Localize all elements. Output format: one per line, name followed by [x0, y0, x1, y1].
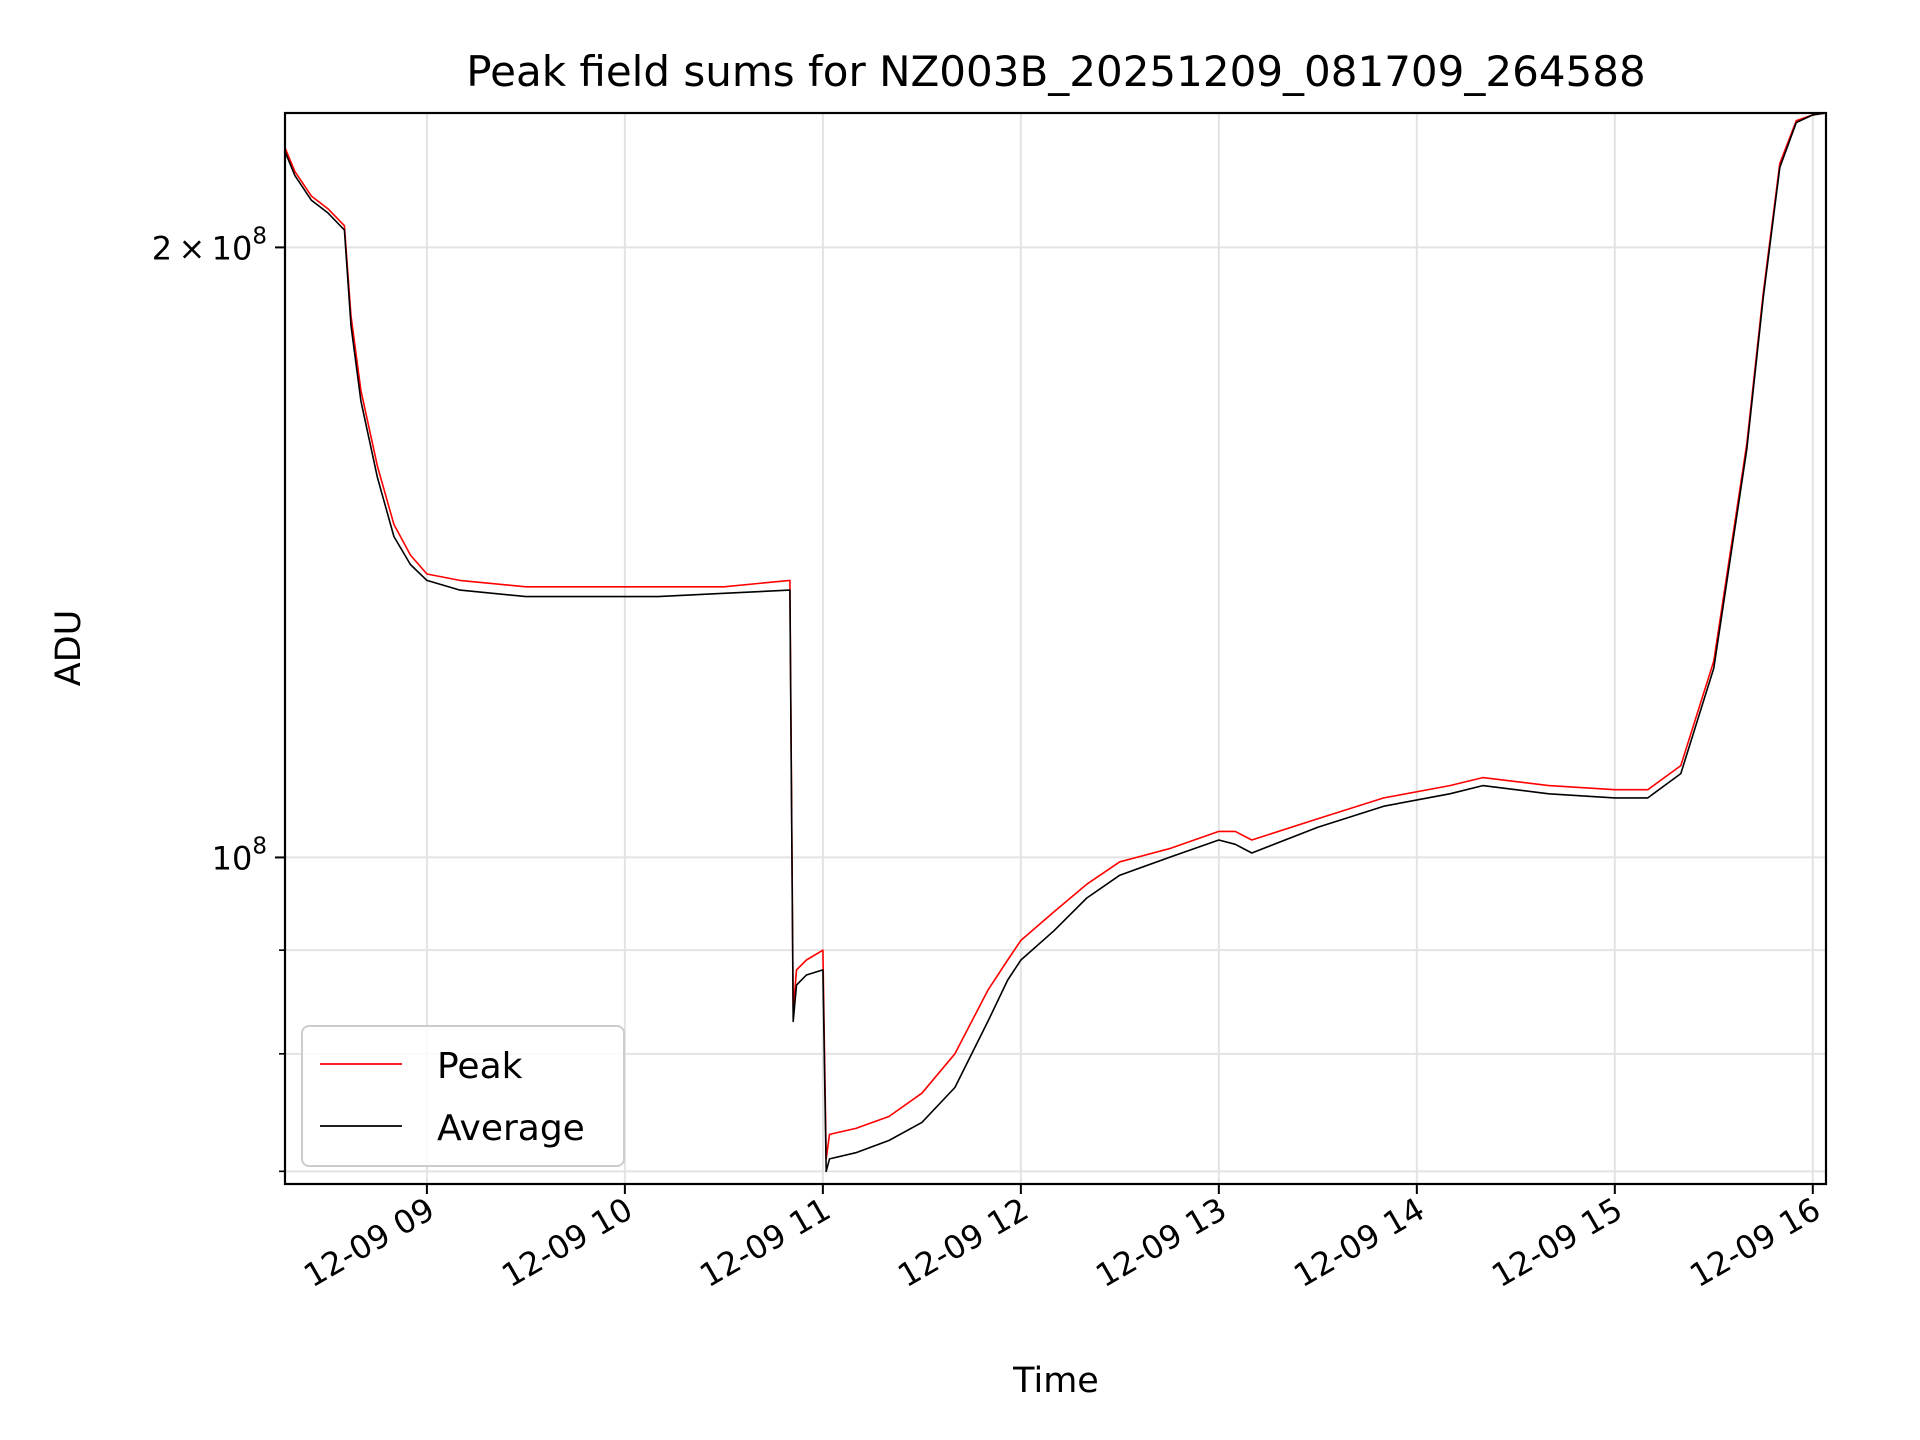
- y-tick-times: ×: [172, 229, 212, 267]
- x-axis: 12-09 09 12-09 10 12-09 11 12-09 12 12-09 13…: [297, 1184, 1827, 1295]
- legend: Peak Average: [301, 1025, 625, 1167]
- x-tick-label: 12-09 15: [1485, 1190, 1629, 1295]
- y-tick-label: 2 × 108: [152, 223, 267, 267]
- legend-label-peak: Peak: [437, 1046, 523, 1087]
- y-tick-mantissa: 2: [152, 229, 172, 267]
- plot-area: [284, 112, 1827, 1173]
- plot-frame: [283, 111, 1828, 1186]
- legend-label-average: Average: [437, 1108, 585, 1149]
- grid: [285, 113, 1826, 1184]
- x-tick-label: 12-09 12: [891, 1190, 1035, 1295]
- x-tick-label: 12-09 13: [1089, 1190, 1233, 1295]
- series-line-average: [284, 112, 1827, 1173]
- series-line-peak: [284, 112, 1827, 1160]
- x-tick-label: 12-09 09: [297, 1190, 441, 1295]
- y-tick-exponent: 8: [252, 833, 267, 859]
- x-tick-label: 12-09 11: [693, 1190, 837, 1295]
- legend-box: [301, 1025, 625, 1167]
- y-tick-base: 10: [212, 229, 253, 267]
- y-tick-exponent: 8: [252, 223, 267, 249]
- x-tick-label: 12-09 16: [1683, 1190, 1827, 1295]
- x-tick-label: 12-09 14: [1287, 1190, 1431, 1295]
- x-axis-label: Time: [1012, 1361, 1099, 1401]
- x-tick-label: 12-09 10: [495, 1190, 639, 1295]
- y-axis-label: ADU: [49, 610, 89, 687]
- y-tick-base: 10: [212, 839, 253, 877]
- chart-title: Peak field sums for NZ003B_20251209_0817…: [466, 47, 1645, 96]
- y-tick-label: 108: [212, 833, 267, 877]
